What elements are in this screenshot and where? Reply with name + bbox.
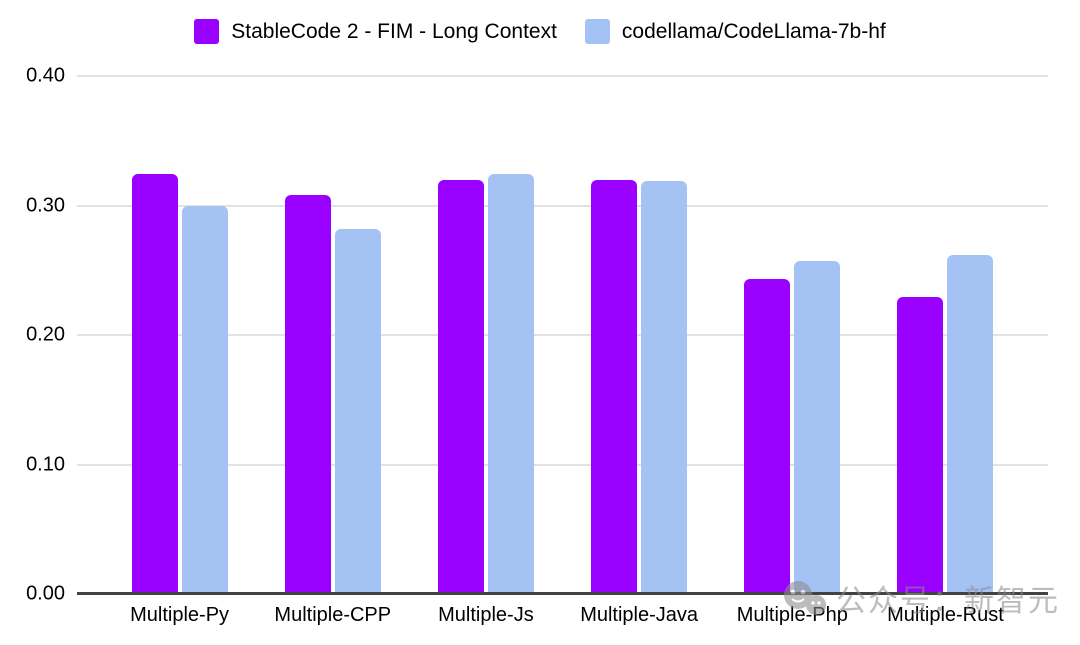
bar-stablecode-multiple-php [744, 279, 791, 594]
legend-item-codellama: codellama/CodeLlama-7b-hf [584, 19, 886, 44]
x-axis-label-multiple-rust: Multiple-Rust [887, 604, 1004, 626]
bar-codellama-multiple-java [641, 180, 688, 594]
bar-codellama-multiple-py [181, 205, 228, 594]
y-axis-tick-label: 0.20 [26, 323, 65, 346]
x-axis-line [77, 592, 1048, 595]
legend-label-stablecode: StableCode 2 - FIM - Long Context [231, 19, 557, 43]
bar-group-multiple-js [409, 76, 562, 594]
bar-stablecode-multiple-cpp [284, 195, 331, 594]
bar-codellama-multiple-php [794, 261, 841, 594]
gridline-0-10 [77, 463, 1048, 466]
bar-group-multiple-php [716, 76, 869, 594]
chart-legend: StableCode 2 - FIM - Long Context codell… [0, 19, 1080, 44]
gridline-0-40 [77, 75, 1048, 77]
legend-swatch-stablecode [194, 19, 220, 44]
plot-area: 0.40 0.30 0.20 0.10 0.00 [26, 65, 1048, 605]
bar-group-multiple-rust [869, 76, 1022, 594]
bar-group-multiple-py [103, 76, 256, 594]
bar-group-multiple-java [563, 76, 716, 594]
watermark: 公众号：新智元 [782, 576, 1060, 620]
x-axis-labels: Multiple-Py Multiple-CPP Multiple-Js Mul… [77, 604, 1048, 627]
x-axis-label-multiple-java: Multiple-Java [580, 604, 699, 626]
legend-swatch-codellama [584, 19, 610, 44]
x-axis-label-multiple-cpp: Multiple-CPP [274, 604, 392, 626]
bar-group-multiple-cpp [256, 76, 409, 594]
bar-stablecode-multiple-rust [897, 297, 944, 594]
y-axis-tick-label: 0.30 [26, 194, 65, 216]
watermark-text: 公众号：新智元 [836, 585, 1060, 618]
bar-stablecode-multiple-js [437, 179, 484, 594]
y-axis-tick-label: 0.40 [26, 64, 65, 87]
legend-item-stablecode: StableCode 2 - FIM - Long Context [194, 19, 557, 44]
bar-codellama-multiple-cpp [334, 228, 381, 594]
bar-stablecode-multiple-py [131, 174, 178, 594]
wechat-icon [784, 581, 826, 615]
bar-codellama-multiple-js [487, 174, 534, 594]
bar-stablecode-multiple-java [591, 179, 638, 594]
y-axis-tick-label: 0.00 [26, 582, 65, 605]
x-axis-label-multiple-js: Multiple-Js [438, 604, 534, 626]
bar-codellama-multiple-rust [947, 254, 994, 594]
bar-groups [77, 76, 1048, 594]
gridline-0-30 [77, 204, 1048, 207]
legend-label-codellama: codellama/CodeLlama-7b-hf [621, 19, 886, 43]
y-axis-tick-label: 0.10 [26, 453, 65, 475]
x-axis-label-multiple-py: Multiple-Py [130, 604, 230, 626]
gridline-0-20 [77, 334, 1048, 336]
